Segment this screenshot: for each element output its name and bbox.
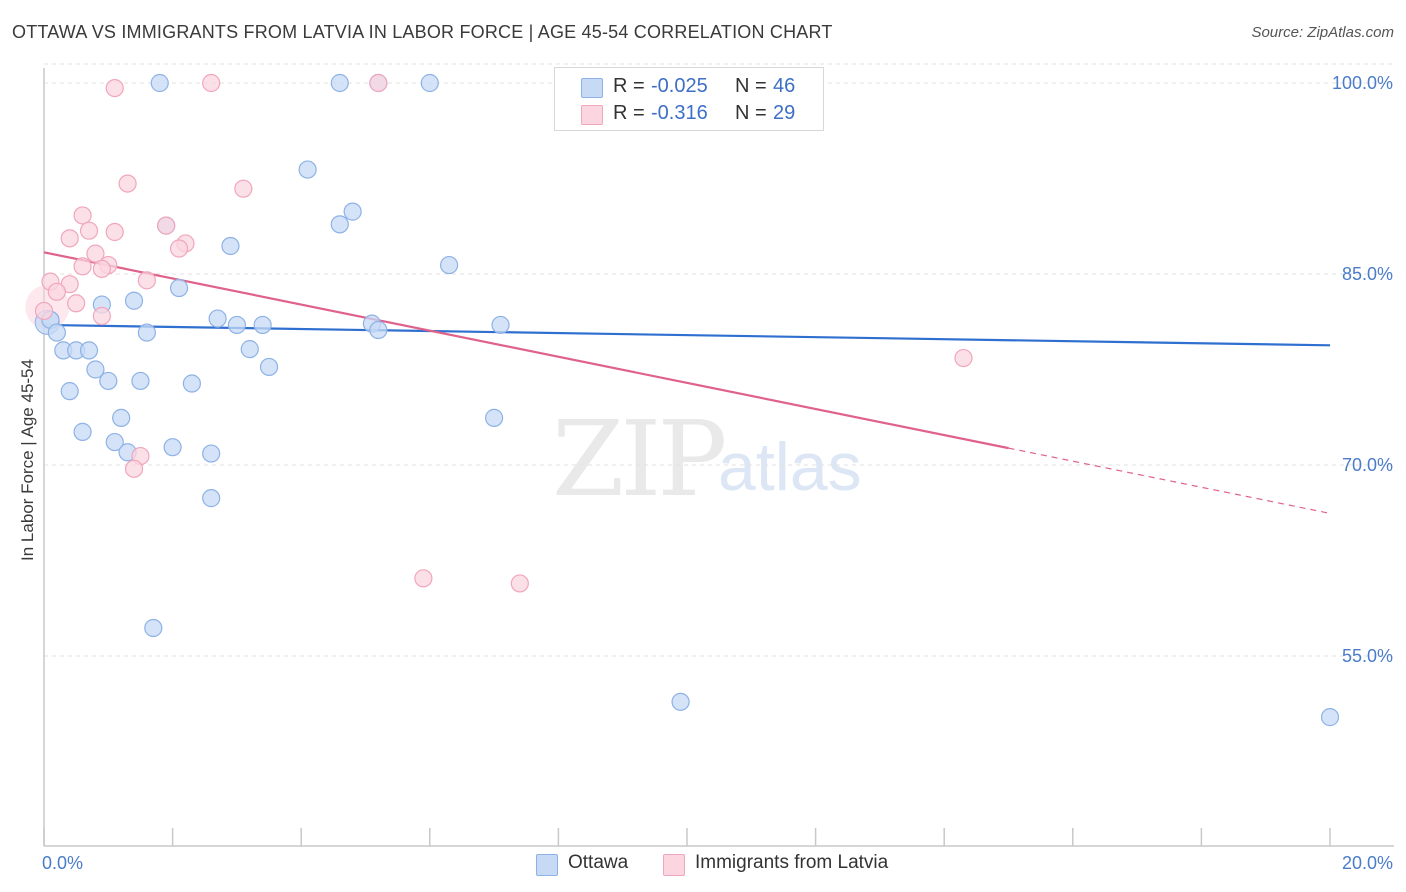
ottawa-point	[144, 618, 163, 638]
legend-r-label: R =	[613, 75, 645, 97]
latvia-point	[202, 73, 221, 93]
watermark-atlas: atlas	[718, 429, 862, 505]
x-tick-label: 20.0%	[1342, 853, 1393, 873]
chart-title: OTTAWA VS IMMIGRANTS FROM LATVIA IN LABO…	[12, 22, 833, 42]
legend-n-value: 29	[773, 102, 796, 124]
ottawa-point	[491, 315, 510, 335]
latvia-point	[34, 301, 54, 321]
ottawa-point	[182, 374, 201, 393]
latvia-point	[169, 239, 189, 258]
bottom-legend-label-ottawa: Ottawa	[568, 852, 629, 873]
tick-labels: 55.0% 70.0% 85.0% 100.0% 0.0% 20.0%	[42, 73, 1393, 873]
latvia-point	[73, 257, 92, 276]
ottawa-point	[202, 444, 221, 463]
axes	[43, 68, 1394, 847]
ottawa-point	[330, 73, 349, 93]
bottom-legend-swatch-ottawa	[536, 854, 558, 876]
latvia-point	[105, 222, 124, 242]
latvia-point	[47, 282, 66, 301]
y-tick-label: 100.0%	[1332, 73, 1393, 93]
latvia-point	[137, 271, 156, 290]
legend-row-ottawa: R = -0.025 N = 46	[555, 74, 823, 100]
ottawa-point	[343, 202, 362, 221]
ottawa-point	[330, 215, 349, 234]
bottom-legend-swatch-latvia	[663, 854, 685, 876]
data-points	[25, 73, 1340, 727]
ottawa-point	[420, 73, 439, 93]
latvia-point	[92, 306, 111, 326]
latvia-point	[954, 348, 973, 368]
ottawa-point	[671, 692, 690, 711]
latvia-point	[105, 78, 124, 98]
latvia-point	[86, 244, 105, 263]
latvia-point	[92, 259, 111, 279]
legend-n-label: N =	[735, 75, 767, 97]
ottawa-point	[485, 408, 504, 427]
legend-r-value: -0.025	[651, 75, 708, 97]
latvia-point	[369, 73, 388, 93]
ottawa-point	[208, 309, 227, 328]
latvia-point	[414, 569, 433, 588]
legend-n-value: 46	[773, 75, 796, 97]
ottawa-point	[73, 422, 92, 441]
ottawa-point	[124, 291, 144, 310]
latvia-point	[73, 206, 92, 225]
ottawa-point	[202, 489, 221, 508]
ottawa-point	[227, 315, 246, 335]
source-credit: Source: ZipAtlas.com	[1251, 24, 1394, 41]
ottawa-point	[86, 360, 105, 379]
ottawa-point	[259, 357, 279, 377]
ottawa-point	[47, 323, 66, 342]
bottom-legend-label-latvia: Immigrants from Latvia	[695, 852, 889, 873]
y-tick-label: 85.0%	[1342, 264, 1393, 284]
latvia-trendline	[43, 251, 1009, 450]
ottawa-point	[99, 371, 118, 391]
correlation-legend: R = -0.025 N = 46 R = -0.316 N = 29	[554, 67, 824, 131]
ottawa-point	[169, 278, 189, 298]
y-tick-label: 70.0%	[1342, 455, 1393, 475]
legend-n-label: N =	[735, 102, 767, 124]
ottawa-point	[221, 236, 240, 256]
legend-row-latvia: R = -0.316 N = 29	[555, 101, 823, 127]
legend-swatch-ottawa	[581, 78, 603, 98]
latvia-point	[118, 174, 137, 193]
ottawa-point	[60, 382, 79, 401]
watermark-zip: ZIP	[552, 398, 727, 520]
ottawa-point	[163, 438, 182, 457]
ottawa-point	[298, 160, 317, 179]
latvia-point	[157, 216, 176, 235]
ottawa-point	[240, 340, 259, 359]
y-tick-label: 55.0%	[1342, 646, 1393, 666]
legend-r-value: -0.316	[651, 102, 708, 124]
latvia-point	[510, 574, 529, 593]
ottawa-point	[253, 315, 272, 335]
gridlines	[44, 63, 1394, 657]
legend-r-label: R =	[613, 102, 645, 124]
ottawa-point	[79, 341, 99, 360]
latvia-point	[67, 294, 86, 313]
ottawa-point	[105, 432, 124, 452]
latvia-point	[60, 229, 79, 248]
x-tick-label: 0.0%	[42, 853, 83, 873]
latvia-point	[79, 221, 99, 240]
ottawa-point	[1320, 708, 1340, 727]
latvia-trendline-extension	[1008, 447, 1331, 514]
ottawa-point	[137, 323, 156, 342]
ottawa-point	[112, 408, 131, 427]
ottawa-point	[439, 255, 459, 275]
ottawa-point	[131, 371, 150, 391]
ottawa-point	[369, 320, 388, 340]
latvia-point	[124, 459, 144, 478]
latvia-point	[234, 179, 253, 198]
ottawa-point	[150, 73, 169, 93]
legend-swatch-latvia	[581, 105, 603, 125]
trendlines	[43, 251, 1331, 514]
